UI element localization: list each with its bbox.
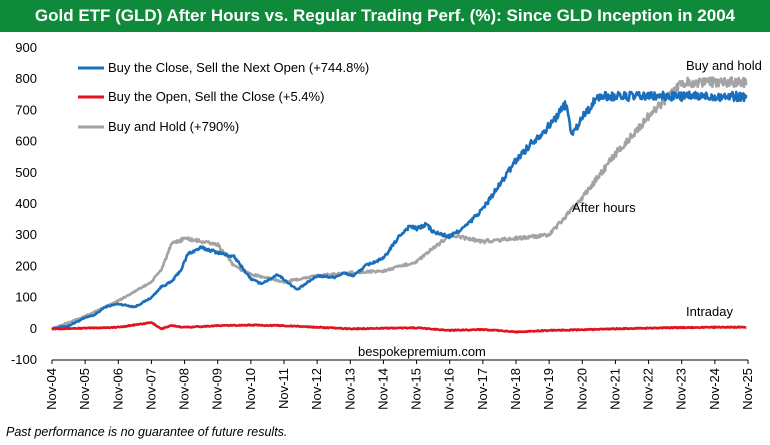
legend-label: Buy the Open, Sell the Close (+5.4%) [108, 89, 324, 104]
x-tick-label: Nov-25 [740, 368, 755, 410]
x-tick-label: Nov-07 [143, 368, 158, 410]
y-tick-label: 200 [15, 258, 37, 273]
x-tick-label: Nov-23 [674, 368, 689, 410]
x-tick-label: Nov-22 [641, 368, 656, 410]
x-tick-label: Nov-18 [508, 368, 523, 410]
y-tick-label: -100 [11, 352, 37, 367]
series-line-1 [51, 321, 747, 334]
x-tick-label: Nov-24 [707, 368, 722, 410]
x-tick-label: Nov-04 [44, 368, 59, 410]
legend-label: Buy and Hold (+790%) [108, 119, 239, 134]
legend-label: Buy the Close, Sell the Next Open (+744.… [108, 60, 369, 75]
y-tick-label: 500 [15, 165, 37, 180]
x-tick-label: Nov-05 [77, 368, 92, 410]
y-tick-label: 0 [30, 321, 37, 336]
x-tick-label: Nov-14 [375, 368, 390, 410]
chart-title: Gold ETF (GLD) After Hours vs. Regular T… [34, 6, 736, 25]
annotation: Intraday [686, 304, 733, 319]
y-tick-label: 800 [15, 71, 37, 86]
x-tick-label: Nov-08 [177, 368, 192, 410]
annotation: bespokepremium.com [358, 344, 486, 359]
x-tick-label: Nov-17 [475, 368, 490, 410]
x-tick-label: Nov-16 [442, 368, 457, 410]
annotation: After hours [572, 200, 636, 215]
y-tick-label: 100 [15, 290, 37, 305]
y-tick-label: 300 [15, 227, 37, 242]
x-tick-label: Nov-20 [574, 368, 589, 410]
annotation: Buy and hold [686, 58, 762, 73]
x-tick-label: Nov-11 [276, 368, 291, 409]
x-tick-label: Nov-09 [210, 368, 225, 410]
x-tick-label: Nov-13 [342, 368, 357, 410]
title-bar [0, 0, 770, 32]
series-line-0 [51, 90, 748, 331]
x-tick-label: Nov-15 [409, 368, 424, 410]
x-tick-label: Nov-21 [607, 368, 622, 410]
x-tick-label: Nov-10 [243, 368, 258, 410]
x-tick-label: Nov-06 [110, 368, 125, 410]
x-tick-label: Nov-19 [541, 368, 556, 410]
footnote: Past performance is no guarantee of futu… [6, 425, 288, 439]
y-tick-label: 900 [15, 40, 37, 55]
series-line-2 [50, 76, 748, 331]
x-tick-label: Nov-12 [309, 368, 324, 410]
y-tick-label: 700 [15, 102, 37, 117]
y-tick-label: 600 [15, 134, 37, 149]
y-tick-label: 400 [15, 196, 37, 211]
